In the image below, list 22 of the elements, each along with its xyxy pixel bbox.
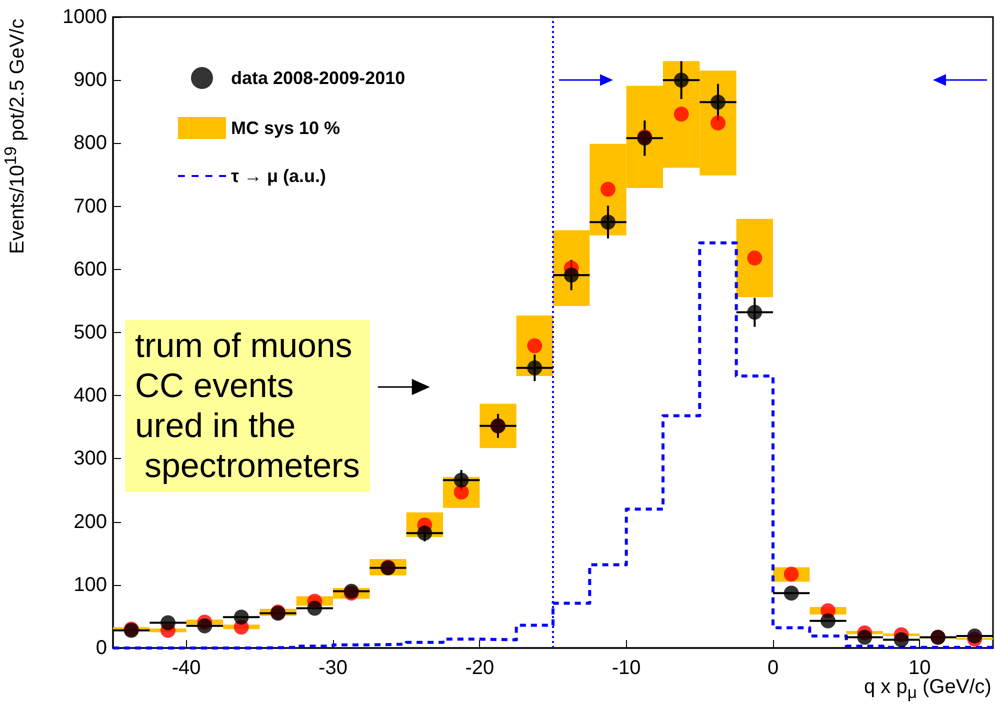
y-tick-label: 600 — [74, 258, 107, 280]
y-tick-label: 300 — [74, 448, 107, 470]
y-tick-label: 0 — [96, 637, 107, 659]
legend-label: MC sys 10 % — [231, 118, 340, 138]
x-tick-label: -10 — [612, 657, 641, 679]
y-tick-label: 100 — [74, 574, 107, 596]
x-tick-label: 0 — [767, 657, 779, 679]
x-tick-label: 10 — [908, 657, 931, 679]
y-tick-label: 1000 — [62, 6, 107, 28]
x-tick-label: -40 — [172, 657, 201, 679]
x-tick-label: -20 — [465, 657, 494, 679]
y-tick-label: 400 — [74, 384, 107, 407]
y-tick-label: 200 — [74, 510, 107, 533]
x-axis-title: q x p$_{μ}$ (GeV/c) — [864, 676, 992, 703]
y-tick-label: 900 — [74, 69, 107, 92]
y-tick-label: 700 — [74, 195, 107, 218]
y-tick-label: 500 — [74, 322, 107, 344]
annotation: trum of muons CC events ured in the spectrometers — [125, 320, 370, 492]
legend-label: τ → μ (a.u.) — [231, 166, 326, 186]
x-tick-label: -30 — [318, 657, 348, 679]
y-tick-label: 800 — [74, 132, 107, 154]
legend-label: data 2008-2009-2010 — [231, 68, 406, 88]
